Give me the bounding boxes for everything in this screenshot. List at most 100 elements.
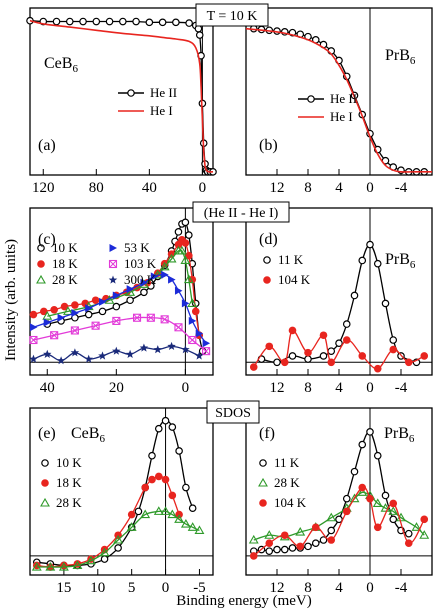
panel-f-point	[366, 494, 374, 503]
panel-a-xtick-label: 0	[199, 180, 207, 196]
panel-f-point	[373, 451, 382, 460]
panel-c-point	[181, 345, 190, 354]
panel-c-point	[202, 347, 211, 356]
panel-d-xtick-label: 4	[335, 380, 343, 396]
panel-e-point	[134, 507, 143, 516]
panel-f-material: PrB6	[384, 425, 415, 445]
panel-f-point	[295, 526, 306, 536]
middle-label-box	[192, 201, 290, 223]
panel-e-legend-label: 10 K	[56, 455, 82, 470]
panel-f-point	[265, 539, 274, 547]
panel-f: 12 8 4 0 -4 11 K 28 K 104 K	[245, 407, 433, 596]
panel-f-legend-item: 28 K	[258, 475, 300, 490]
panel-e-legend-label: 28 K	[56, 495, 82, 510]
panel-c-point	[185, 251, 193, 260]
panel-a-point	[145, 18, 154, 27]
panel-e-legend-item: 10 K	[41, 455, 82, 470]
panel-c-point	[70, 348, 80, 357]
panel-d-xtick-label: 12	[270, 380, 285, 396]
panel-f-point	[248, 534, 259, 544]
panel-a-legend-label: He I	[150, 103, 173, 118]
panel-c-point	[140, 288, 148, 297]
panel-f-point	[350, 467, 359, 476]
panel-b-label: (b)	[259, 137, 278, 154]
panel-f-point	[358, 440, 367, 449]
panel-e-point	[161, 475, 170, 484]
panel-f-point	[380, 503, 391, 512]
panel-a-legend-label: He II	[150, 85, 177, 100]
panel-f-xtick-label: 8	[304, 580, 312, 596]
panel-e-legend-marker	[41, 479, 49, 487]
panel-d-xtick-label: 8	[304, 380, 312, 396]
panel-f-point	[404, 529, 413, 538]
panel-c-point	[29, 335, 38, 345]
panel-e-point	[180, 518, 191, 528]
panel-f-point	[349, 493, 360, 503]
panel-e-point	[167, 509, 178, 519]
panel-f-legend-label: 11 K	[274, 455, 300, 470]
panel-a-point	[92, 17, 101, 26]
panel-b-xtick-label: 12	[270, 180, 285, 196]
panel-f-legend-label: 104 K	[274, 495, 307, 510]
panel-d-series-0-line	[261, 243, 417, 363]
panel-a-series-0-line	[29, 20, 213, 173]
panel-e-legend-marker	[40, 497, 50, 507]
panel-d-point	[280, 358, 289, 367]
panel-d-point	[319, 352, 328, 360]
panel-c-point	[166, 253, 177, 263]
panel-d-point	[389, 345, 398, 354]
panel-c-point	[188, 335, 197, 345]
panel-c-point	[174, 228, 183, 236]
panel-c-point	[139, 343, 149, 352]
panel-e-legend-item: 18 K	[41, 475, 82, 490]
panel-c-point	[185, 231, 193, 239]
panel-e-xtick-label: -5	[193, 580, 206, 596]
panel-f-point	[357, 487, 368, 496]
panel-c-point	[126, 296, 134, 305]
panel-d-point	[249, 363, 258, 371]
panel-c-point	[150, 272, 159, 281]
panel-c-point	[126, 285, 135, 294]
panel-e-point	[161, 416, 170, 425]
panel-e-point	[194, 525, 205, 535]
panel-c-point	[29, 310, 38, 319]
panel-f-point	[411, 522, 422, 531]
panel-f-point	[327, 526, 336, 535]
panel-a-label: (a)	[38, 137, 56, 154]
panel-c-point	[183, 274, 194, 284]
panel-e-point	[140, 509, 151, 519]
panel-f-label: (f)	[259, 425, 275, 442]
panel-c-point	[98, 351, 107, 360]
panel-c-legend-label: 103 K	[124, 256, 157, 271]
panel-d-series-0	[257, 240, 421, 367]
panel-d-point	[389, 336, 398, 344]
panel-c-point	[167, 341, 176, 350]
panel-c-legend-marker	[108, 275, 118, 284]
bottom-label-box	[206, 400, 260, 424]
panel-a: 120 80 40 0 He II He I	[26, 7, 217, 196]
panel-e-point	[113, 534, 124, 544]
panel-b-series-1	[245, 27, 432, 173]
panel-e-point	[45, 561, 56, 571]
panel-e-point	[141, 483, 150, 492]
panel-c-legend-marker	[36, 274, 46, 284]
panel-d-material: PrB6	[385, 251, 416, 271]
panel-c-legend-label: 53 K	[124, 240, 150, 255]
panel-f-point	[264, 530, 275, 539]
panel-c-point	[71, 301, 79, 309]
panel-c-xtick-label: 40	[40, 380, 55, 396]
panel-c-point	[153, 345, 162, 354]
panel-c-point	[29, 323, 38, 332]
panel-e-point	[175, 447, 183, 455]
panel-f-point	[265, 547, 274, 555]
panel-a-point	[105, 17, 114, 26]
panel-c-point	[180, 255, 191, 265]
panel-a-xtick-label: 40	[142, 180, 157, 196]
y-axis-title: Intensity (arb. units)	[3, 239, 19, 361]
panel-f-point	[389, 499, 398, 508]
panel-c-legend-marker	[108, 259, 118, 269]
panel-c-point	[60, 302, 69, 311]
